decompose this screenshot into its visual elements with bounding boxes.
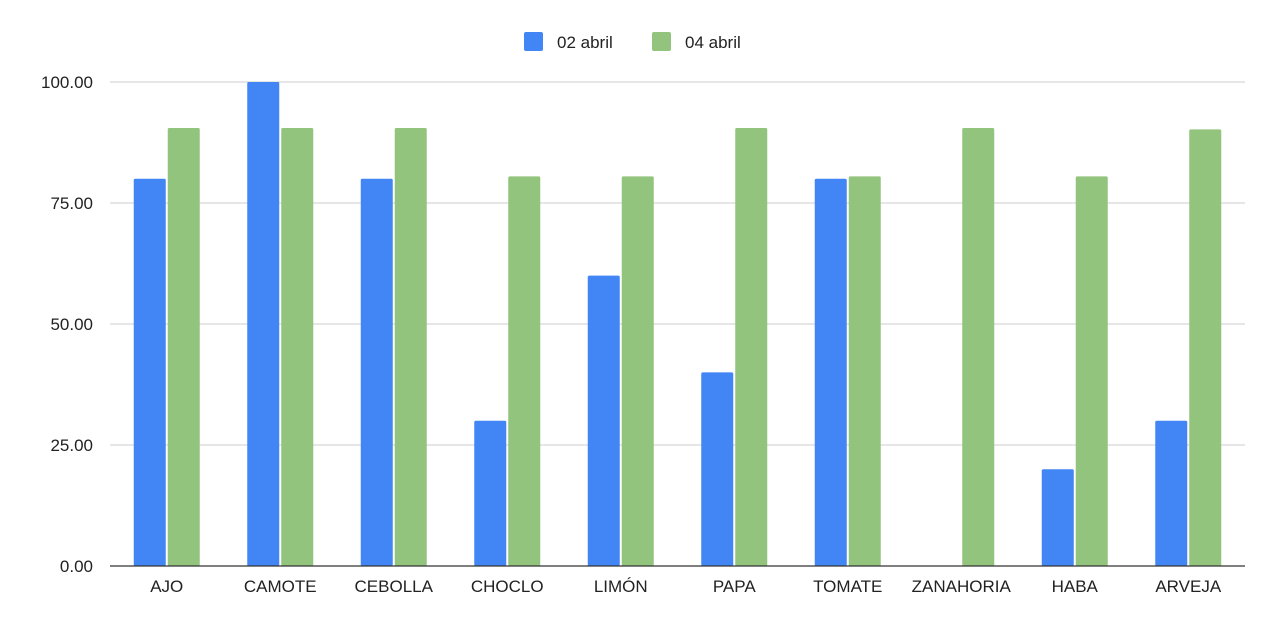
x-tick-label: CAMOTE [244,577,317,596]
legend-label: 04 abril [685,33,741,52]
x-tick-label: CEBOLLA [355,577,434,596]
bar-series-2 [281,127,314,566]
bar-series-2 [962,127,995,566]
x-tick-label: ARVEJA [1155,577,1221,596]
bar-series-1 [133,178,166,567]
bar-series-2 [848,176,881,566]
bar-series-2 [508,176,541,566]
legend: 02 abril 04 abril [524,32,741,52]
y-axis-ticks: 0.00 25.00 50.00 75.00 100.00 [41,73,93,576]
y-tick-label: 100.00 [41,73,93,92]
bar-series-2 [394,127,427,566]
bars [133,82,1222,567]
bar-series-2 [1189,129,1222,566]
bar-series-2 [621,176,654,566]
bar-series-2 [1075,176,1108,566]
bar-series-1 [474,420,507,566]
y-tick-label: 75.00 [50,194,93,213]
y-tick-label: 0.00 [60,557,93,576]
bar-series-2 [167,127,200,566]
gridlines [110,81,1245,446]
x-tick-label: LIMÓN [594,577,648,596]
legend-swatch [524,32,543,51]
bar-series-2 [735,127,768,566]
y-tick-label: 50.00 [50,315,93,334]
x-tick-label: HABA [1052,577,1099,596]
bar-series-1 [587,275,620,566]
x-tick-label: PAPA [713,577,756,596]
x-tick-label: TOMATE [813,577,882,596]
x-axis-ticks: AJO CAMOTE CEBOLLA CHOCLO LIMÓN PAPA TOMATE ZAN… [150,577,1222,596]
x-tick-label: ZANAHORIA [912,577,1012,596]
bar-series-1 [814,178,847,567]
x-tick-label: AJO [150,577,183,596]
x-tick-label: CHOCLO [471,577,544,596]
y-tick-label: 25.00 [50,436,93,455]
legend-swatch [652,32,671,51]
bar-series-1 [701,372,734,566]
bar-series-1 [1041,469,1074,566]
legend-label: 02 abril [557,33,613,52]
bar-series-1 [1155,420,1188,566]
bar-series-1 [360,178,393,567]
bar-series-1 [247,82,280,566]
